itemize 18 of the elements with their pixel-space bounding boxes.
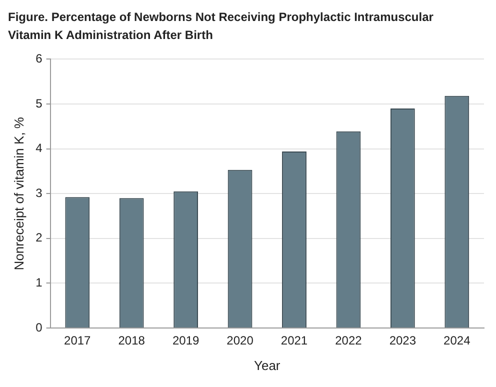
y-tick-label: 1 bbox=[36, 276, 43, 290]
x-tick-label: 2024 bbox=[444, 334, 471, 348]
y-tick-label: 4 bbox=[36, 141, 43, 156]
y-axis-title: Nonreceipt of vitamin K, % bbox=[11, 116, 26, 270]
x-tick-label: 2018 bbox=[118, 334, 146, 348]
x-tick-label: 2017 bbox=[64, 334, 92, 348]
chart-title: Figure. Percentage of Newborns Not Receiving Prophylactic Intramuscular Vitamin K Administration After Birth bbox=[8, 9, 434, 44]
x-tick-label: 2021 bbox=[280, 334, 308, 348]
x-axis-title: Year bbox=[254, 358, 281, 373]
x-tick-label: 2020 bbox=[226, 334, 254, 348]
y-tick-label: 3 bbox=[36, 186, 43, 200]
x-tick-label: 2023 bbox=[389, 334, 416, 348]
y-tick-label: 0 bbox=[36, 320, 43, 334]
y-tick-label: 2 bbox=[36, 230, 43, 245]
x-tick-label: 2019 bbox=[172, 334, 200, 348]
x-tick-label: 2022 bbox=[335, 334, 362, 348]
y-tick-label: 6 bbox=[36, 52, 43, 66]
y-tick-label: 5 bbox=[36, 96, 43, 110]
